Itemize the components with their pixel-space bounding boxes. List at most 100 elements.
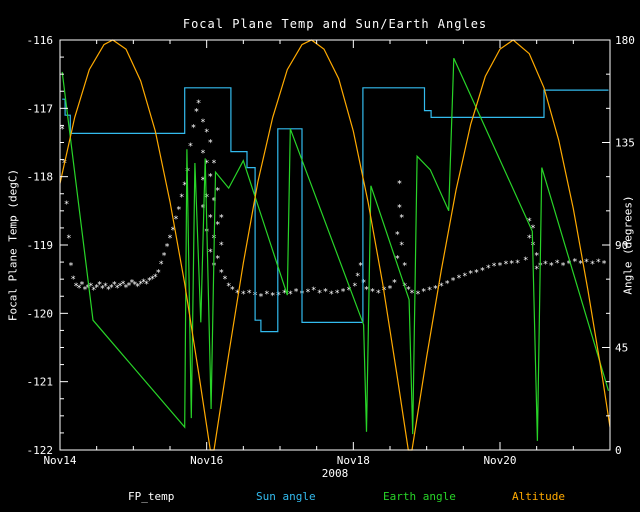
svg-text:*: * xyxy=(270,292,275,302)
svg-text:Nov20: Nov20 xyxy=(483,454,516,467)
svg-text:*: * xyxy=(150,275,155,285)
svg-text:45: 45 xyxy=(615,342,628,355)
svg-text:*: * xyxy=(509,259,514,269)
svg-text:*: * xyxy=(590,260,595,270)
svg-text:*: * xyxy=(596,258,601,268)
legend-earth-angle: Earth angle xyxy=(383,490,456,503)
svg-text:*: * xyxy=(554,259,559,269)
svg-text:*: * xyxy=(135,283,140,293)
svg-text:*: * xyxy=(415,290,420,300)
svg-text:*: * xyxy=(194,108,199,118)
svg-text:*: * xyxy=(114,284,119,294)
svg-text:*: * xyxy=(480,266,485,276)
svg-text:*: * xyxy=(112,281,117,291)
svg-text:*: * xyxy=(170,226,175,236)
svg-text:*: * xyxy=(109,283,114,293)
svg-text:*: * xyxy=(276,291,281,301)
svg-text:*: * xyxy=(549,262,554,272)
svg-text:*: * xyxy=(264,290,269,300)
svg-text:*: * xyxy=(164,242,169,252)
svg-text:*: * xyxy=(468,270,473,280)
svg-text:*: * xyxy=(462,272,467,282)
svg-text:*: * xyxy=(73,282,78,292)
svg-text:-116: -116 xyxy=(27,34,54,47)
svg-text:*: * xyxy=(523,256,528,266)
svg-text:Nov18: Nov18 xyxy=(337,454,370,467)
svg-text:*: * xyxy=(355,272,360,282)
svg-text:*: * xyxy=(215,221,220,231)
svg-text:*: * xyxy=(153,273,158,283)
svg-text:*: * xyxy=(317,289,322,299)
svg-text:*: * xyxy=(138,280,143,290)
svg-text:*: * xyxy=(560,262,565,272)
svg-text:*: * xyxy=(191,124,196,134)
svg-text:*: * xyxy=(117,282,122,292)
y-axis-label-left: Focal Plane Temp (degC) xyxy=(6,168,20,322)
legend-sun-angle: Sun angle xyxy=(256,490,316,503)
svg-text:*: * xyxy=(222,275,227,285)
svg-text:*: * xyxy=(364,285,369,295)
svg-text:*: * xyxy=(141,278,146,288)
svg-text:*: * xyxy=(370,288,375,298)
svg-text:*: * xyxy=(129,279,134,289)
svg-text:*: * xyxy=(456,274,461,284)
svg-text:*: * xyxy=(444,279,449,289)
svg-text:*: * xyxy=(68,262,73,272)
svg-text:*: * xyxy=(534,265,539,275)
svg-text:*: * xyxy=(578,259,583,269)
svg-text:*: * xyxy=(215,186,220,196)
svg-text:*: * xyxy=(439,282,444,292)
svg-text:*: * xyxy=(219,214,224,224)
svg-text:*: * xyxy=(88,282,93,292)
svg-text:*: * xyxy=(395,231,400,241)
svg-text:*: * xyxy=(311,286,316,296)
svg-text:*: * xyxy=(433,285,438,295)
svg-text:*: * xyxy=(144,280,149,290)
svg-text:*: * xyxy=(70,275,75,285)
svg-text:*: * xyxy=(66,234,71,244)
svg-text:*: * xyxy=(387,285,392,295)
svg-text:*: * xyxy=(200,149,205,159)
svg-text:*: * xyxy=(282,289,287,299)
svg-text:*: * xyxy=(427,286,432,296)
svg-text:*: * xyxy=(530,224,535,234)
svg-text:Nov14: Nov14 xyxy=(43,454,76,467)
svg-text:135: 135 xyxy=(615,137,635,150)
svg-text:*: * xyxy=(305,288,310,298)
svg-text:*: * xyxy=(323,288,328,298)
svg-text:-122: -122 xyxy=(27,444,54,457)
svg-text:*: * xyxy=(100,285,105,295)
svg-text:*: * xyxy=(132,281,137,291)
svg-text:*: * xyxy=(534,251,539,261)
svg-text:Nov16: Nov16 xyxy=(190,454,223,467)
svg-text:*: * xyxy=(450,277,455,287)
y-axis-label-right: Angle (degrees) xyxy=(621,195,635,295)
svg-text:*: * xyxy=(79,281,84,291)
svg-text:*: * xyxy=(204,159,209,169)
svg-text:*: * xyxy=(219,268,224,278)
svg-text:*: * xyxy=(421,288,426,298)
svg-text:-121: -121 xyxy=(27,376,54,389)
svg-text:*: * xyxy=(399,241,404,251)
svg-text:*: * xyxy=(226,282,231,292)
svg-text:*: * xyxy=(358,262,363,272)
svg-text:*: * xyxy=(211,197,216,207)
svg-text:*: * xyxy=(246,289,251,299)
svg-text:*: * xyxy=(235,289,240,299)
svg-text:*: * xyxy=(474,268,479,278)
svg-text:*: * xyxy=(584,258,589,268)
legend-fp-temp: FP_temp xyxy=(128,490,175,503)
svg-text:*: * xyxy=(208,139,213,149)
svg-text:-120: -120 xyxy=(27,307,54,320)
svg-text:*: * xyxy=(176,206,181,216)
svg-text:*: * xyxy=(106,285,111,295)
svg-text:*: * xyxy=(97,281,102,291)
svg-text:*: * xyxy=(409,289,414,299)
svg-text:*: * xyxy=(158,260,163,270)
svg-text:*: * xyxy=(288,290,293,300)
svg-text:*: * xyxy=(200,203,205,213)
svg-text:*: * xyxy=(59,125,64,135)
svg-text:*: * xyxy=(161,251,166,261)
